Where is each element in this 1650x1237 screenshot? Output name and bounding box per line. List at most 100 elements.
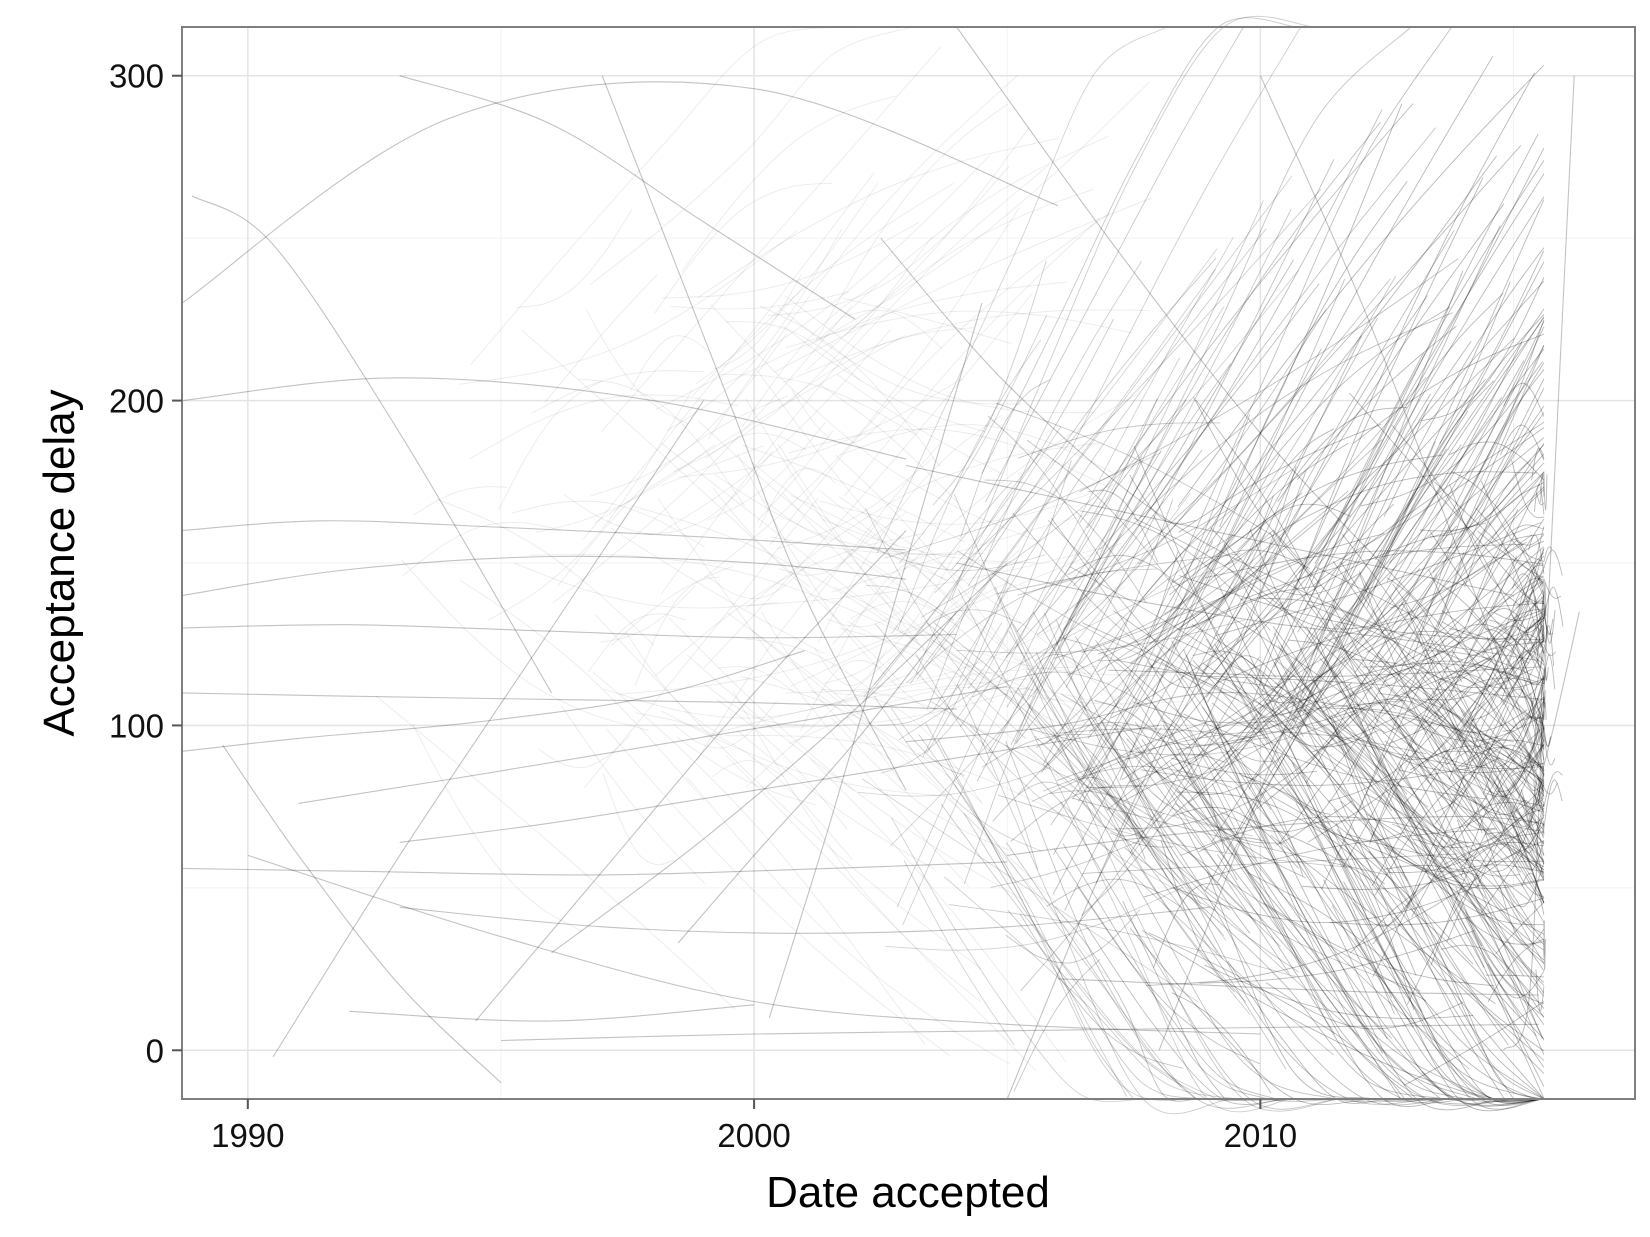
trajectory-texture-line — [1177, 791, 1385, 885]
trajectory-texture-line — [1519, 755, 1545, 792]
trajectory-texture-line — [511, 500, 706, 548]
trajectory-texture-line — [1341, 533, 1545, 875]
trajectory-texture-line — [1429, 530, 1545, 666]
trajectory-texture-line — [1428, 699, 1545, 831]
trajectory-texture-line — [1116, 659, 1282, 689]
trajectory-texture-line — [1147, 638, 1239, 689]
trajectory-texture-line — [1145, 848, 1521, 986]
trajectory-texture-line — [1537, 629, 1545, 656]
trajectory-texture-line — [686, 654, 855, 792]
trajectory-texture-line — [922, 26, 1302, 757]
trajectory-texture-line — [1448, 615, 1545, 781]
trajectory-texture-line — [1053, 529, 1275, 659]
trajectory-texture-line — [906, 568, 1158, 684]
trajectory-texture-line — [1485, 974, 1544, 978]
trajectory-texture-line — [915, 450, 1043, 675]
trajectory-texture-line — [1401, 691, 1545, 826]
trajectory-texture-line — [1467, 524, 1545, 623]
trajectory-texture-line — [1528, 534, 1545, 574]
trajectory-texture-line — [1219, 181, 1408, 528]
trajectory-texture-line — [876, 26, 1167, 554]
trajectory-texture-line — [1424, 567, 1545, 765]
trajectory-texture-line — [1005, 744, 1335, 1056]
trajectory-texture-line — [1224, 471, 1537, 566]
trajectory-texture-line — [1273, 196, 1545, 668]
trajectory-texture-line — [1330, 667, 1545, 1026]
texture-layer — [375, 15, 1564, 1115]
trajectory-texture-line — [1303, 352, 1424, 591]
trajectory-texture-line — [600, 585, 696, 643]
trajectory-texture-line — [940, 803, 1218, 1100]
trajectory-texture-line — [953, 494, 1340, 1112]
trajectory-texture-line — [1507, 651, 1545, 729]
trajectory-texture-line — [1153, 705, 1478, 1100]
trajectory-texture-line — [1007, 910, 1277, 1101]
trajectory-texture-line — [1541, 624, 1545, 631]
trajectory-texture-line — [514, 562, 778, 609]
trajectory-texture-line — [1046, 585, 1244, 744]
trajectory-texture-line — [1388, 326, 1545, 564]
trajectory-texture-line — [1330, 714, 1545, 1100]
trajectory-texture-line — [745, 398, 964, 662]
trajectory-texture-line — [1172, 492, 1303, 583]
trajectory-texture-line — [708, 422, 826, 521]
trajectory-texture-line — [1401, 714, 1545, 742]
trajectory-texture-line — [1374, 757, 1501, 896]
trajectory-texture-line — [994, 586, 1251, 1016]
trajectory-texture-line — [1543, 549, 1563, 576]
trajectory-texture-line — [1452, 606, 1521, 748]
trajectory-texture-line — [1305, 625, 1545, 1099]
trajectory-texture-line — [1543, 626, 1548, 644]
trajectory-texture-line — [601, 46, 942, 432]
trajectory-texture-line — [660, 442, 994, 704]
trajectory-texture-line — [774, 197, 1152, 373]
trajectory-texture-line — [868, 546, 1046, 572]
series-line — [1108, 666, 1539, 678]
trajectory-texture-line — [1462, 637, 1545, 717]
trajectory-texture-line — [896, 237, 1234, 908]
trajectory-texture-line — [611, 565, 734, 646]
trajectory-texture-line — [1430, 744, 1545, 966]
trajectory-texture-line — [590, 333, 788, 497]
trajectory-texture-line — [402, 522, 561, 577]
trajectory-texture-line — [1214, 644, 1311, 789]
trajectory-texture-line — [1293, 681, 1485, 969]
trajectory-texture-line — [1211, 783, 1467, 1104]
trajectory-texture-line — [1359, 574, 1522, 873]
trajectory-texture-line — [1162, 724, 1516, 1106]
trajectory-texture-line — [1005, 450, 1162, 658]
x-tick-label: 2010 — [1224, 1117, 1297, 1154]
trajectory-texture-line — [1543, 771, 1563, 807]
trajectory-texture-line — [1173, 885, 1480, 924]
trajectory-texture-line — [976, 200, 1264, 782]
plot-panel-border — [181, 26, 1636, 1100]
trajectory-texture-line — [1464, 459, 1532, 588]
trajectory-texture-line — [899, 314, 1048, 564]
trajectory-texture-line — [629, 335, 708, 392]
trajectory-texture-line — [819, 383, 959, 504]
trajectory-texture-line — [1152, 56, 1494, 697]
trajectory-texture-line — [1198, 534, 1533, 739]
trajectory-texture-line — [676, 736, 816, 806]
trajectory-texture-line — [1316, 813, 1544, 1104]
trajectory-texture-line — [1358, 472, 1545, 810]
trajectory-texture-line — [1502, 688, 1545, 760]
trajectory-texture-line — [1514, 534, 1545, 546]
trajectory-texture-line — [625, 631, 723, 737]
trajectory-texture-line — [1081, 556, 1311, 654]
trajectory-texture-line — [1116, 759, 1448, 1106]
trajectory-texture-line — [1369, 453, 1545, 628]
trajectory-texture-line — [1152, 883, 1220, 969]
trajectory-texture-line — [1413, 794, 1545, 848]
trajectory-texture-line — [1332, 604, 1430, 783]
trajectory-texture-line — [1273, 632, 1386, 750]
trajectory-texture-line — [1533, 714, 1545, 764]
trajectory-texture-line — [1482, 625, 1545, 663]
trajectory-texture-line — [1410, 387, 1545, 616]
trajectory-texture-line — [934, 188, 1322, 594]
trajectory-texture-line — [1440, 944, 1545, 1018]
trajectory-texture-line — [1491, 489, 1545, 544]
trajectory-texture-line — [563, 494, 653, 536]
trajectory-texture-line — [1334, 623, 1545, 770]
